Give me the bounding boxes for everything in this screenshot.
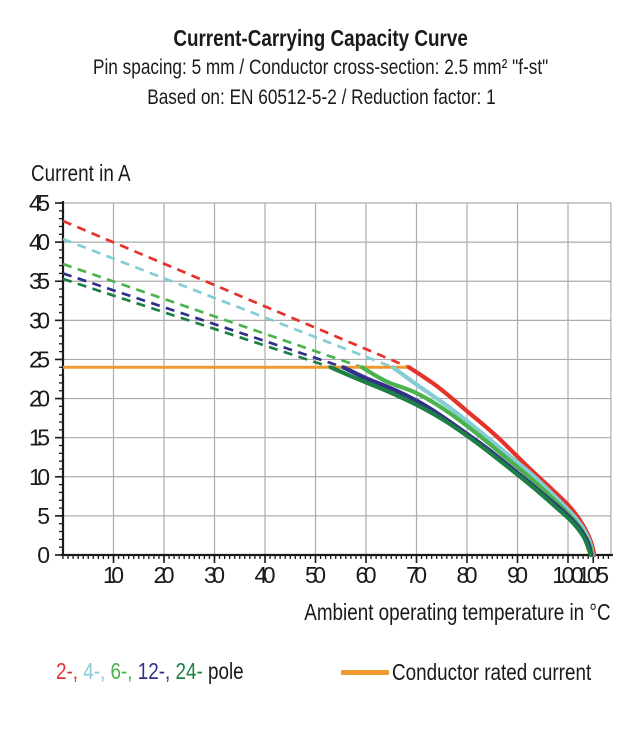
x-tick-label: 30 (204, 562, 225, 588)
y-tick-label: 0 (37, 542, 50, 568)
page-title: Current-Carrying Capacity Curve (0, 25, 642, 52)
pole-legend-items: 2-, 4-, 6-, 12-, 24- pole (56, 658, 244, 685)
y-axis-title: Current in A (31, 160, 152, 187)
legend-pole-item-12: 12-, (137, 658, 171, 684)
rated-current-legend: Conductor rated current (341, 658, 635, 686)
y-tick-label: 45 (29, 190, 50, 216)
x-tick-label: 80 (457, 562, 478, 588)
x-tick-label: 70 (406, 562, 427, 588)
subtitle-standard-text: Based on: EN 60512-5-2 / Reduction facto… (146, 86, 496, 109)
derating-line-2-pole (62, 219, 410, 369)
y-tick-label: 10 (29, 464, 50, 490)
axes (61, 201, 613, 557)
legend-pole-item-2: 2-, (56, 658, 79, 684)
legend-pole-item-4: 4-, (83, 658, 106, 684)
capacity-curve-24-pole (328, 365, 593, 558)
gridlines (63, 202, 612, 555)
subtitle-pin-spacing: Pin spacing: 5 mm / Conductor cross-sect… (0, 56, 642, 80)
page-title-text: Current-Carrying Capacity Curve (173, 25, 469, 51)
derating-line-24-pole (62, 277, 332, 369)
subtitle-standard: Based on: EN 60512-5-2 / Reduction facto… (0, 86, 642, 110)
x-tick-label: 20 (154, 562, 175, 588)
rated-current-label: Conductor rated current (392, 658, 592, 685)
x-axis-title: Ambient operating temperature in °C (237, 599, 611, 626)
y-tick-labels: 0 5 10 15 20 25 30 35 40 45 (29, 190, 50, 568)
derating-line-12-pole (62, 272, 344, 369)
x-tick-label: 105 (578, 562, 610, 588)
capacity-curves (328, 365, 597, 558)
x-tick-label: 100 (552, 562, 584, 588)
y-tick-label: 25 (29, 346, 50, 372)
y-tick-label: 5 (37, 503, 50, 529)
legend-pole-suffix: pole (208, 658, 244, 684)
legend-pole-item-6: 6-, (110, 658, 133, 684)
y-axis-title-text: Current in A (31, 160, 131, 186)
y-tick-label: 20 (29, 386, 50, 412)
legend-pole-item-24: 24- (175, 658, 203, 684)
rated-current-swatch (341, 669, 389, 675)
subtitle-pin-spacing-text: Pin spacing: 5 mm / Conductor cross-sect… (93, 56, 549, 79)
x-tick-label: 10 (103, 562, 124, 588)
pole-legend: 2-, 4-, 6-, 12-, 24- pole (56, 658, 285, 685)
y-tick-label: 15 (29, 425, 50, 451)
axis-ticks (55, 202, 610, 563)
x-tick-label: 40 (255, 562, 276, 588)
derating-lines (62, 219, 410, 369)
x-axis-title-text: Ambient operating temperature in °C (304, 599, 611, 625)
y-tick-label: 35 (29, 268, 50, 294)
x-tick-label: 50 (305, 562, 326, 588)
derating-line-4-pole (62, 237, 394, 369)
y-tick-label: 40 (29, 229, 50, 255)
x-tick-label: 90 (507, 562, 528, 588)
y-tick-label: 30 (29, 307, 50, 333)
x-tick-label: 60 (356, 562, 377, 588)
derating-line-6-pole (62, 262, 363, 369)
